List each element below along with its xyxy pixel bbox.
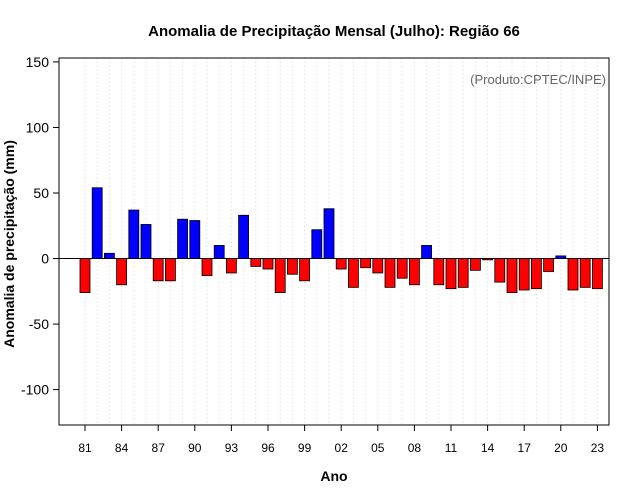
x-tick-label: 99 [298, 441, 312, 455]
bar-1983 [104, 252, 115, 259]
x-tick-label: 96 [261, 441, 275, 455]
bar-1990 [189, 220, 201, 259]
bar-2010 [433, 258, 445, 286]
x-tick-label: 08 [408, 441, 422, 455]
y-tick-label: -50 [29, 316, 49, 332]
bar-2005 [372, 258, 384, 274]
chart-title: Anomalia de Precipitação Mensal (Julho):… [148, 23, 520, 40]
y-axis-label: Anomalia de precipitação (mm) [1, 140, 17, 348]
y-tick-label: 50 [33, 185, 49, 201]
bar-2006 [384, 258, 396, 288]
bar-2011 [445, 258, 457, 290]
x-tick-label: 11 [445, 441, 458, 455]
x-tick-label: 20 [554, 441, 568, 455]
grid-lines [84, 58, 598, 425]
x-tick-label: 02 [335, 441, 349, 455]
y-tick-label: 100 [26, 119, 50, 135]
x-tick-label: 17 [518, 441, 532, 455]
bar-1985 [128, 209, 140, 259]
y-tick-label: 150 [26, 54, 50, 70]
bar-1991 [201, 258, 213, 276]
bar-1994 [238, 214, 250, 259]
x-axis: 81 84 87 90 93 96 99 02 05 08 11 14 17 20 23 [78, 425, 604, 455]
bar-1997 [274, 258, 286, 294]
bar-2013 [469, 258, 481, 271]
x-tick-label: 14 [481, 441, 495, 455]
bar-2008 [408, 258, 420, 286]
x-tick-label: 87 [152, 441, 166, 455]
bar-series [79, 187, 603, 294]
bar-1987 [152, 258, 164, 282]
x-tick-label: 90 [188, 441, 202, 455]
bar-1995 [250, 258, 262, 267]
bar-2015 [494, 258, 506, 283]
bar-1999 [299, 258, 311, 282]
y-tick-label: -100 [21, 382, 49, 398]
bar-2016 [506, 258, 518, 294]
bar-1989 [177, 218, 189, 259]
x-tick-label: 05 [371, 441, 385, 455]
bar-1982 [91, 187, 103, 259]
bar-1992 [213, 245, 225, 259]
bar-2018 [531, 258, 542, 290]
bar-1996 [262, 258, 274, 270]
bar-1998 [286, 258, 298, 275]
x-axis-label: Ano [320, 468, 347, 484]
y-tick-label: 0 [41, 251, 49, 267]
bar-2004 [360, 258, 372, 269]
bar-2000 [311, 229, 323, 259]
bar-2003 [347, 258, 359, 288]
product-credit: (Produto:CPTEC/INPE) [470, 72, 606, 87]
bar-1984 [116, 258, 127, 286]
bar-2023 [592, 258, 603, 290]
bar-2017 [518, 258, 530, 291]
plot-frame [58, 57, 610, 426]
bar-1981 [79, 258, 91, 294]
bar-2002 [335, 258, 347, 270]
bar-2012 [457, 258, 469, 288]
bar-1993 [225, 258, 237, 274]
bar-2020 [555, 255, 567, 259]
bar-2021 [567, 258, 579, 291]
bar-2001 [323, 208, 335, 259]
bar-2014 [482, 258, 494, 261]
y-axis: -100 -50 0 50 100 150 [21, 54, 59, 398]
bar-2009 [421, 245, 433, 259]
bar-2007 [396, 258, 408, 279]
x-tick-label: 23 [591, 441, 605, 455]
bar-1988 [164, 258, 176, 282]
x-tick-label: 84 [115, 441, 129, 455]
x-tick-label: 93 [225, 441, 239, 455]
bar-2022 [579, 258, 591, 288]
bar-1986 [140, 224, 152, 259]
x-tick-label: 81 [78, 441, 92, 455]
bar-2019 [543, 258, 554, 273]
